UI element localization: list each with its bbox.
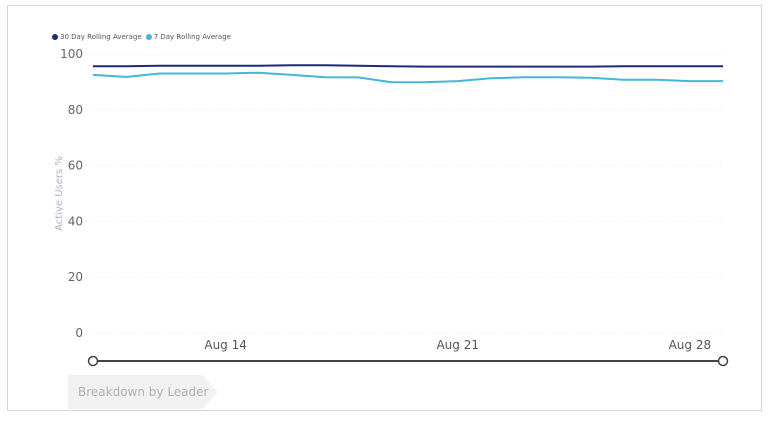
x-tick-label-aug-21: Aug 21 <box>436 338 479 352</box>
legend-item-30-day[interactable]: 30 Day Rolling Average <box>52 33 142 41</box>
y-tick-label-40: 40 <box>68 214 83 228</box>
date-range-slider-start-handle[interactable] <box>87 355 99 367</box>
legend-dot-30-day <box>52 34 58 40</box>
legend-item-7-day[interactable]: 7 Day Rolling Average <box>145 33 231 41</box>
y-tick-label-100: 100 <box>60 47 83 61</box>
y-tick-label-20: 20 <box>68 270 83 284</box>
series-line-7-day <box>92 71 723 84</box>
x-tick-label-aug-14: Aug 14 <box>204 338 247 352</box>
x-tick-label-aug-28: Aug 28 <box>669 338 712 352</box>
date-range-slider-end-handle[interactable] <box>717 355 729 367</box>
breakdown-by-leader-button[interactable]: Breakdown by Leader <box>68 375 218 409</box>
y-tick-label-60: 60 <box>68 159 83 173</box>
y-tick-label-0: 0 <box>75 326 83 340</box>
legend-label-30-day: 30 Day Rolling Average <box>60 33 142 41</box>
chart-card <box>7 5 762 411</box>
series-line-30-day <box>93 64 723 68</box>
legend-label-7-day: 7 Day Rolling Average <box>153 33 231 41</box>
y-axis-label: Active Users % <box>54 156 65 231</box>
y-tick-label-80: 80 <box>68 103 83 117</box>
chart-legend: 30 Day Rolling Average 7 Day Rolling Ave… <box>52 31 231 43</box>
legend-dot-7-day <box>145 34 152 40</box>
